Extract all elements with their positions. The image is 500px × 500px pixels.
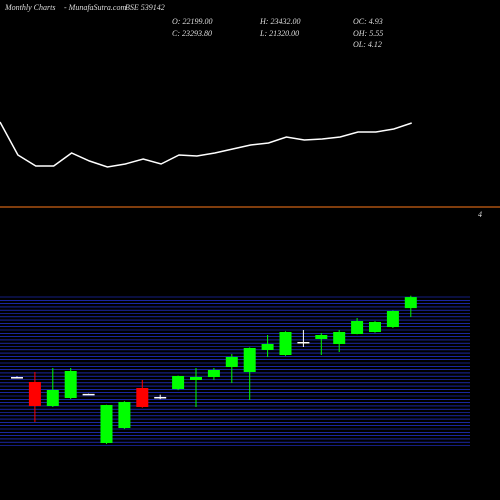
candle-body <box>315 334 328 339</box>
candle-body <box>207 370 220 377</box>
candle-body <box>351 321 364 334</box>
chart-title: Monthly Charts <box>4 3 55 12</box>
candle-body <box>46 389 59 406</box>
candle-body <box>100 404 113 443</box>
stat: OL: 4.12 <box>353 40 382 49</box>
candle-body <box>28 382 41 406</box>
candle-body <box>404 297 417 309</box>
candle-body <box>64 370 77 398</box>
candle-body <box>225 357 238 367</box>
annotation: 4 <box>478 210 482 219</box>
candle-body <box>154 396 167 399</box>
candle-body <box>82 393 95 396</box>
candle-body <box>279 331 292 355</box>
candle-body <box>369 322 381 332</box>
candle-body <box>297 342 310 344</box>
candle-body <box>11 377 23 379</box>
candle-body <box>333 331 346 344</box>
site-name: - MunafaSutra.com <box>64 3 126 12</box>
symbol: BSE 539142 <box>125 3 165 12</box>
candle-body <box>172 376 185 389</box>
stat: OC: 4.93 <box>353 17 383 26</box>
stat: L: 21320.00 <box>259 29 299 38</box>
candle-body <box>386 310 399 328</box>
candle-body <box>261 343 274 350</box>
candle-body <box>136 388 149 407</box>
stat: C: 23293.80 <box>172 29 212 38</box>
candle-body <box>190 376 202 380</box>
indicator-line <box>0 121 412 168</box>
stat: OH: 5.55 <box>353 29 383 38</box>
candle-body <box>243 347 256 372</box>
stat: O: 22199.00 <box>172 17 212 26</box>
stat: H: 23432.00 <box>259 17 300 26</box>
candle-body <box>118 401 131 428</box>
